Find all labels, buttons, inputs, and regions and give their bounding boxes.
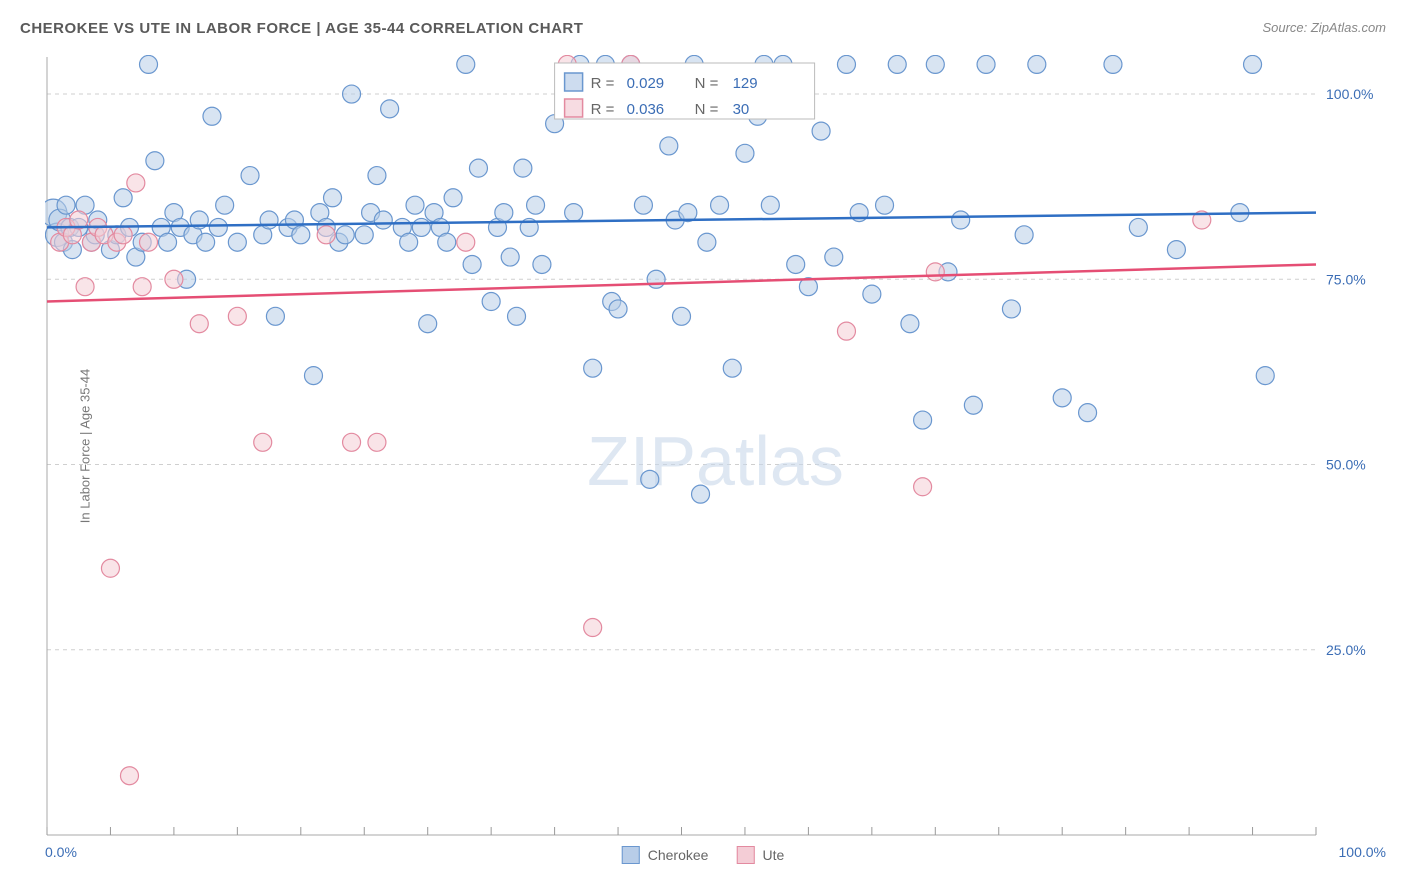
svg-text:129: 129 (733, 75, 758, 92)
legend-item: Cherokee (622, 846, 709, 864)
svg-text:0.036: 0.036 (627, 101, 665, 118)
svg-text:100.0%: 100.0% (1326, 86, 1373, 102)
svg-text:N =: N = (695, 101, 719, 118)
plot-area: 25.0% 50.0% 75.0% 100.0% ZIPatlas R = 0.029 N =… (45, 55, 1386, 837)
svg-text:R =: R = (591, 101, 615, 118)
chart-title: CHEROKEE VS UTE IN LABOR FORCE | AGE 35-… (20, 20, 583, 37)
bottom-legend: Cherokee Ute (622, 846, 785, 864)
legend-label: Ute (762, 847, 784, 863)
scatter-plot: 25.0% 50.0% 75.0% 100.0% ZIPatlas R = 0.029 N =… (45, 55, 1386, 837)
x-axis-max-label: 100.0% (1339, 844, 1386, 860)
svg-text:N =: N = (695, 75, 719, 92)
legend-item: Ute (736, 846, 784, 864)
source-attribution: Source: ZipAtlas.com (1262, 20, 1386, 35)
svg-text:75.0%: 75.0% (1326, 271, 1366, 287)
svg-text:25.0%: 25.0% (1326, 642, 1366, 658)
legend-label: Cherokee (648, 847, 709, 863)
legend-swatch (622, 846, 640, 864)
svg-text:R =: R = (591, 75, 615, 92)
x-axis-min-label: 0.0% (45, 844, 77, 860)
svg-text:50.0%: 50.0% (1326, 457, 1366, 473)
svg-text:30: 30 (733, 101, 750, 118)
svg-text:0.029: 0.029 (627, 75, 665, 92)
legend-swatch (736, 846, 754, 864)
svg-text:ZIPatlas: ZIPatlas (587, 422, 844, 500)
